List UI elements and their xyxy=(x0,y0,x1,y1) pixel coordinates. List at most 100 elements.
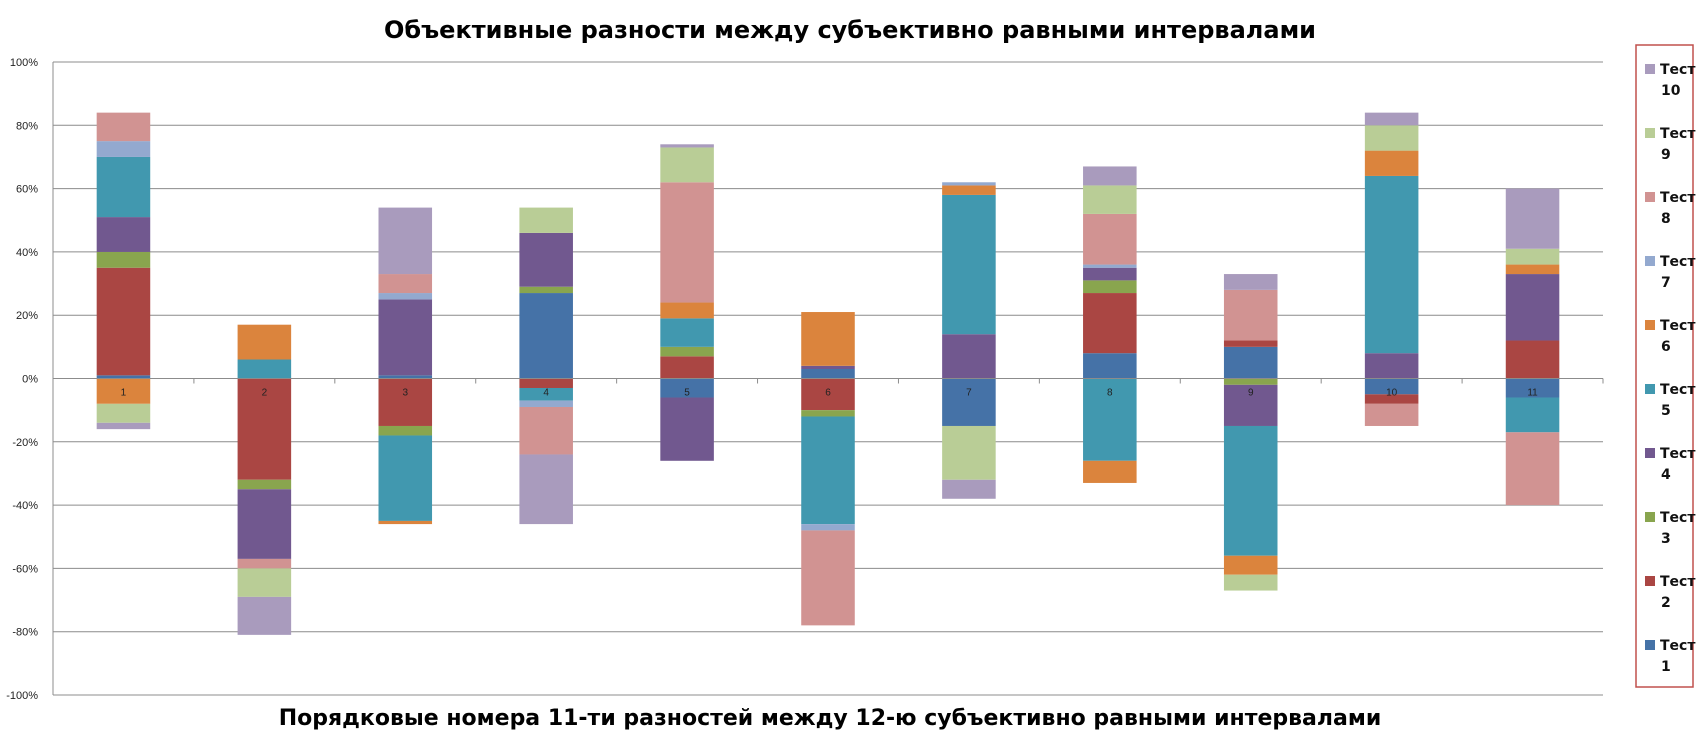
legend-swatch xyxy=(1645,384,1655,394)
y-tick-label: -40% xyxy=(12,500,38,512)
bar-segment-cat3-series6 xyxy=(378,520,433,525)
y-tick-label: 100% xyxy=(10,57,38,69)
legend-swatch xyxy=(1645,448,1655,458)
y-tick-label: 0% xyxy=(22,374,38,386)
y-tick-label: 60% xyxy=(16,184,38,196)
bar-segment-cat9-series10 xyxy=(1223,274,1278,290)
bar-segment-cat8-series6 xyxy=(1083,460,1137,483)
bar-segment-cat2-series4 xyxy=(237,489,292,559)
bar-segment-cat1-series8 xyxy=(96,112,151,142)
bar-segment-cat9-series4 xyxy=(1223,384,1278,426)
bar-segment-cat9-series8 xyxy=(1223,289,1278,341)
bar-segment-cat9-series1 xyxy=(1223,346,1278,379)
bar-segment-cat2-series3 xyxy=(237,479,292,490)
category-label: 1 xyxy=(121,388,127,399)
bar-segment-cat3-series8 xyxy=(378,274,433,294)
bar-segment-cat6-series4 xyxy=(801,365,855,370)
bar-segment-cat11-series10 xyxy=(1505,188,1560,249)
y-tick-label: 80% xyxy=(16,120,38,132)
bar-segment-cat5-series4 xyxy=(660,397,714,461)
legend-label-line2: 3 xyxy=(1661,531,1671,547)
bar-segment-cat10-series8 xyxy=(1364,403,1419,426)
bar-segment-cat10-series4 xyxy=(1364,353,1419,379)
y-tick-label: -100% xyxy=(6,690,38,702)
category-label: 10 xyxy=(1386,388,1398,399)
legend-label-line1: Тест xyxy=(1660,638,1696,654)
bar-segment-cat3-series10 xyxy=(378,207,433,275)
y-tick-label: 20% xyxy=(16,310,38,322)
bar-segment-cat7-series4 xyxy=(942,334,996,379)
y-tick-label: -60% xyxy=(12,563,38,575)
bar-segment-cat3-series2 xyxy=(378,378,433,426)
category-label: 3 xyxy=(402,388,408,399)
legend-label-line2: 5 xyxy=(1661,403,1671,419)
bar-segment-cat6-series8 xyxy=(801,530,855,626)
bar-segment-cat4-series2 xyxy=(519,378,573,388)
category-label: 8 xyxy=(1107,388,1113,399)
bar-segment-cat6-series6 xyxy=(801,312,855,366)
bar-segment-cat3-series1 xyxy=(378,375,433,379)
bar-segment-cat10-series2 xyxy=(1364,394,1419,404)
bar-segment-cat5-series8 xyxy=(660,182,714,303)
bar-segment-cat9-series2 xyxy=(1223,340,1278,347)
x-axis xyxy=(52,378,1604,384)
bar-segment-cat7-series9 xyxy=(942,425,996,480)
bar-segment-cat6-series7 xyxy=(801,524,855,531)
bar-segment-cat6-series1 xyxy=(801,369,855,379)
bar-segment-cat5-series3 xyxy=(660,346,714,357)
y-tick-label: -20% xyxy=(12,437,38,449)
legend-label-line2: 6 xyxy=(1661,339,1671,355)
bar-segment-cat7-series6 xyxy=(942,185,996,195)
bar-segment-cat8-series2 xyxy=(1083,293,1137,354)
legend-label: Тест 2 xyxy=(1660,574,1696,611)
bar-segment-cat8-series8 xyxy=(1083,213,1137,265)
bar-segment-cat7-series10 xyxy=(942,479,996,499)
bar-segment-cat2-series8 xyxy=(237,558,292,569)
legend-label-line2: 9 xyxy=(1661,147,1671,163)
legend-label-line1: Тест xyxy=(1660,574,1696,590)
legend-label: Тест 10 xyxy=(1660,62,1696,99)
bar-segment-cat10-series1 xyxy=(1364,378,1419,395)
legend-swatch xyxy=(1645,320,1655,330)
legend-swatch xyxy=(1645,64,1655,74)
legend-label-line1: Тест xyxy=(1660,446,1696,462)
bar-segment-cat4-series1 xyxy=(519,293,573,379)
x-axis-label: Порядковые номера 11-ти разностей между … xyxy=(279,706,1382,731)
legend-swatch xyxy=(1645,640,1655,650)
bar-segment-cat8-series3 xyxy=(1083,280,1137,294)
legend-label-line1: Тест xyxy=(1660,62,1696,78)
legend-label-line2: 4 xyxy=(1661,467,1671,483)
bar-segment-cat4-series4 xyxy=(519,232,573,287)
bar-segment-cat1-series4 xyxy=(96,217,151,252)
category-label: 5 xyxy=(684,388,690,399)
y-tick-label: -80% xyxy=(12,627,38,639)
bar-segment-cat8-series1 xyxy=(1083,353,1137,379)
category-labels: 1 2 3 4 5 6 7 8 9 10 11 xyxy=(121,388,1538,399)
bar-segment-cat4-series5 xyxy=(519,387,573,401)
bar-segment-cat1-series2 xyxy=(96,267,151,376)
legend-swatch xyxy=(1645,128,1655,138)
legend-label: Тест 6 xyxy=(1660,318,1696,355)
bar-segment-cat11-series2 xyxy=(1505,340,1560,379)
bar-segment-cat9-series5 xyxy=(1223,425,1278,556)
bar-segment-cat4-series8 xyxy=(519,406,573,455)
bar-segment-cat5-series6 xyxy=(660,302,714,319)
chart-title: Объективные разности между субъективно р… xyxy=(384,16,1316,44)
bar-segment-cat1-series3 xyxy=(96,251,151,268)
bar-segment-cat7-series1 xyxy=(942,378,996,426)
bar-segment-cat9-series6 xyxy=(1223,555,1278,575)
bar-segment-cat4-series10 xyxy=(519,454,573,525)
category-label: 6 xyxy=(825,388,831,399)
bar-segment-cat3-series5 xyxy=(378,435,433,521)
bar-segment-cat8-series5 xyxy=(1083,378,1137,461)
bar-segment-cat1-series7 xyxy=(96,141,151,157)
bar-segment-cat7-series5 xyxy=(942,194,996,335)
category-label: 11 xyxy=(1527,388,1538,399)
bar-segment-cat3-series3 xyxy=(378,425,433,436)
legend-swatch xyxy=(1645,192,1655,202)
bar-segment-cat10-series10 xyxy=(1364,112,1419,126)
legend-label-line1: Тест xyxy=(1660,382,1696,398)
bar-segment-cat1-series10 xyxy=(96,422,151,430)
bars xyxy=(96,112,1560,635)
